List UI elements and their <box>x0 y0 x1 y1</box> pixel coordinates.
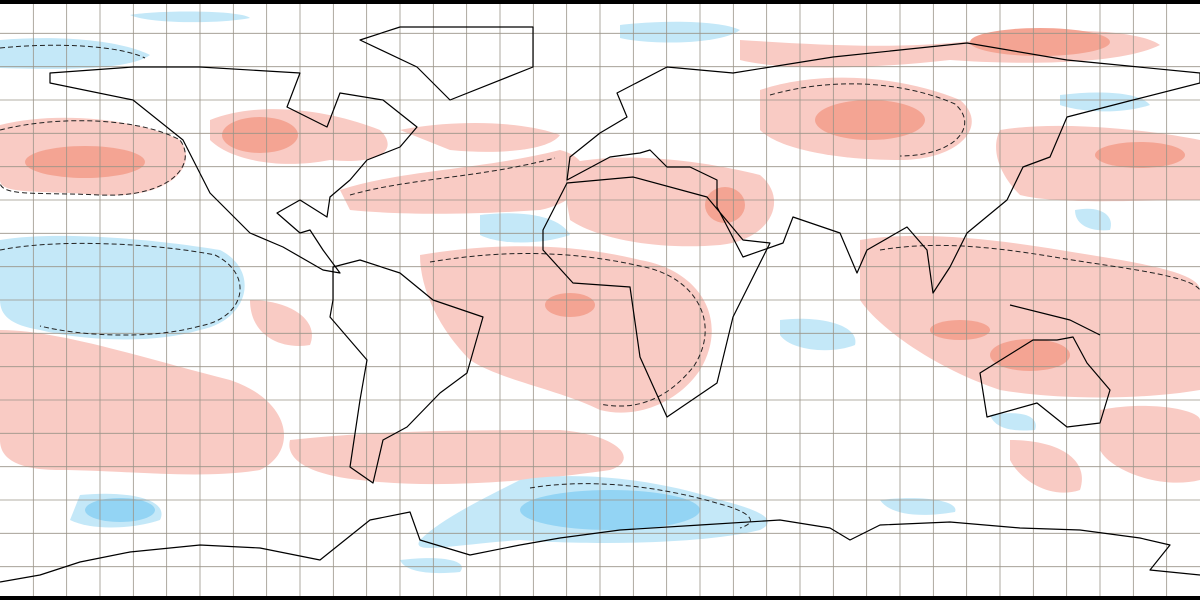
warm-area <box>420 246 712 413</box>
contours <box>0 44 1200 529</box>
top-border <box>0 0 1200 4</box>
warm-core <box>970 28 1110 56</box>
warm-area <box>340 150 585 214</box>
cool-area <box>1075 208 1111 231</box>
north-america <box>49 66 418 274</box>
contour <box>429 253 706 407</box>
cool-area <box>0 235 245 340</box>
eurasia <box>566 42 1200 294</box>
greenland <box>359 26 534 101</box>
cool-area <box>990 413 1036 431</box>
warm-core <box>1095 142 1185 168</box>
cool-area <box>620 21 740 43</box>
contour <box>769 83 966 157</box>
cool-area <box>0 38 150 69</box>
contour <box>0 120 186 196</box>
australia <box>979 336 1111 428</box>
africa <box>542 176 771 418</box>
warm-area <box>860 235 1200 398</box>
warm-core <box>930 320 990 340</box>
contour <box>0 44 146 59</box>
cool-area <box>400 558 462 574</box>
warm-area <box>0 330 284 475</box>
contour <box>529 483 751 529</box>
warm-area <box>250 300 312 346</box>
coastlines <box>0 26 1200 583</box>
warm-area <box>400 123 560 152</box>
cool-area <box>880 498 956 515</box>
warm-core <box>990 339 1070 371</box>
contour <box>349 157 556 196</box>
islands <box>1009 304 1101 336</box>
cool-area <box>780 318 856 351</box>
warm-area <box>1100 405 1200 483</box>
warm-core <box>25 146 145 178</box>
warm-core <box>545 293 595 317</box>
cool-area <box>130 11 250 23</box>
cool-core <box>85 498 155 522</box>
cool-core <box>520 490 700 530</box>
south-america <box>329 259 484 484</box>
warm-area <box>289 430 624 485</box>
cool-area <box>1060 92 1150 112</box>
warm-core <box>705 187 745 223</box>
warm-core <box>815 100 925 140</box>
antarctica <box>0 511 1200 583</box>
contour <box>0 242 241 336</box>
contour <box>879 244 1200 291</box>
bottom-border <box>0 596 1200 600</box>
warm-core <box>222 117 298 153</box>
